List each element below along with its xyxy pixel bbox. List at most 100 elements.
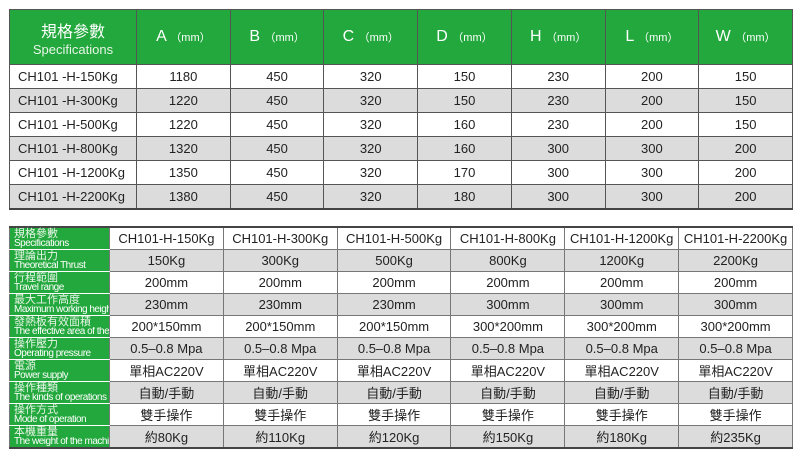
row-label-en: The kinds of operations <box>14 392 107 403</box>
row-label-zh: 電源 <box>14 359 36 372</box>
value-cell: 150 <box>417 88 512 113</box>
value-cell: 0.5–0.8 Mpa <box>564 337 680 360</box>
column-letter: C <box>342 28 355 45</box>
row-label-en: Mode of operation <box>14 414 87 425</box>
row-label: 操作方式 Mode of operation <box>9 403 110 426</box>
table-row: 本機重量 The weight of the machine 約80Kg 約110Kg… <box>9 425 793 449</box>
value-cell: 170 <box>417 160 512 185</box>
unit-label: （mm） <box>546 32 587 44</box>
value-cell: 300mm <box>564 293 680 316</box>
model-cell: CH101 -H-1200Kg <box>9 160 137 185</box>
row-label-zh: 理論出力 <box>14 249 58 262</box>
row-label-en: Power supply <box>14 370 69 381</box>
unit-label: （mm） <box>264 32 305 44</box>
row-label: 本機重量 The weight of the machine <box>9 425 110 449</box>
value-cell: 200mm <box>109 271 224 294</box>
row-label: 操作種類 The kinds of operations <box>9 381 110 404</box>
value-cell: 自動/手動 <box>222 381 338 404</box>
model-cell: CH101 -H-300Kg <box>9 88 137 113</box>
row-label-zh: 操作壓力 <box>14 337 58 350</box>
column-header-a: A （mm） <box>136 9 231 65</box>
value-cell: 200 <box>604 64 700 89</box>
model-cell: CH101 -H-150Kg <box>9 64 137 89</box>
value-cell: 0.5–0.8 Mpa <box>678 337 793 360</box>
value-cell: 230mm <box>222 293 338 316</box>
row-label: 電源 Power supply <box>9 359 110 382</box>
value-cell: 230mm <box>336 293 452 316</box>
value-cell: 雙手操作 <box>222 403 338 426</box>
value-cell: 約235Kg <box>678 425 793 449</box>
value-cell: 200*150mm <box>336 315 452 338</box>
row-label-en: The weight of the machine <box>14 436 109 447</box>
row-label: 行程範圍 Travel range <box>9 271 110 294</box>
value-cell: 200mm <box>450 271 566 294</box>
dimensions-table: 規格參數 Specifications A （mm） B （mm） C （mm） D （… <box>9 9 793 210</box>
value-cell: CH101-H-2200Kg <box>678 226 793 250</box>
value-cell: 自動/手動 <box>450 381 566 404</box>
row-label-zh: 操作方式 <box>14 403 58 416</box>
value-cell: 自動/手動 <box>109 381 224 404</box>
column-letter: H <box>529 28 542 45</box>
value-cell: CH101-H-300Kg <box>222 226 338 250</box>
value-cell: 約120Kg <box>336 425 452 449</box>
value-cell: CH101-H-1200Kg <box>564 226 680 250</box>
value-cell: 1220 <box>136 112 231 137</box>
spec-header-cell: 規格參數 Specifications <box>9 9 137 65</box>
table-row: 操作壓力 Operating pressure 0.5–0.8 Mpa 0.5–0.8… <box>9 337 793 360</box>
value-cell: 雙手操作 <box>678 403 793 426</box>
table-row: CH101 -H-1200Kg 1350 450 320 170 300 300 200 <box>9 160 793 185</box>
unit-label: （mm） <box>638 32 679 44</box>
table-row: 行程範圍 Travel range 200mm 200mm 200mm 200mm 200m… <box>9 271 793 294</box>
value-cell: CH101-H-500Kg <box>336 226 452 250</box>
value-cell: 300*200mm <box>450 315 566 338</box>
value-cell: 單相AC220V <box>109 359 224 382</box>
value-cell: 450 <box>229 184 325 210</box>
value-cell: 300 <box>510 160 606 185</box>
value-cell: 160 <box>417 112 512 137</box>
row-label-zh: 最大工作高度 <box>14 293 80 306</box>
specifications-table: 規格參數 Specifications CH101-H-150Kg CH101-H-3… <box>9 226 793 449</box>
row-label-en: Operating pressure <box>14 348 91 359</box>
row-label-zh: 操作種類 <box>14 381 58 394</box>
column-letter: A <box>156 28 166 45</box>
value-cell: 單相AC220V <box>678 359 793 382</box>
value-cell: 230 <box>510 88 606 113</box>
value-cell: 450 <box>229 88 325 113</box>
table-row: CH101 -H-2200Kg 1380 450 320 180 300 300 200 <box>9 184 793 210</box>
value-cell: 雙手操作 <box>450 403 566 426</box>
value-cell: 雙手操作 <box>336 403 452 426</box>
value-cell: 200mm <box>336 271 452 294</box>
table-row: 電源 Power supply 單相AC220V 單相AC220V 單相AC220V 單相… <box>9 359 793 382</box>
value-cell: 自動/手動 <box>564 381 680 404</box>
value-cell: 320 <box>323 112 419 137</box>
value-cell: 320 <box>323 160 419 185</box>
value-cell: 180 <box>417 184 512 210</box>
value-cell: 150 <box>698 64 793 89</box>
value-cell: 1220 <box>136 88 231 113</box>
value-cell: 450 <box>229 160 325 185</box>
value-cell: 約80Kg <box>109 425 224 449</box>
value-cell: 1200Kg <box>564 249 680 272</box>
value-cell: 300 <box>604 184 700 210</box>
spec-header-zh: 規格參數 <box>40 23 105 41</box>
value-cell: 320 <box>323 88 419 113</box>
value-cell: 300 <box>604 136 700 161</box>
value-cell: 230 <box>510 64 606 89</box>
value-cell: 230 <box>510 112 606 137</box>
value-cell: 300*200mm <box>678 315 793 338</box>
value-cell: 0.5–0.8 Mpa <box>109 337 224 360</box>
column-header-l: L （mm） <box>604 9 700 65</box>
table-row: CH101 -H-500Kg 1220 450 320 160 230 200 150 <box>9 112 793 137</box>
value-cell: 1380 <box>136 184 231 210</box>
row-label-en: Theoretical Thrust <box>14 260 86 271</box>
value-cell: 1180 <box>136 64 231 89</box>
model-cell: CH101 -H-500Kg <box>9 112 137 137</box>
value-cell: 自動/手動 <box>336 381 452 404</box>
value-cell: 約150Kg <box>450 425 566 449</box>
table-row: 最大工作高度 Maximum working height 230mm 230mm 23… <box>9 293 793 316</box>
value-cell: 200mm <box>564 271 680 294</box>
value-cell: 0.5–0.8 Mpa <box>336 337 452 360</box>
value-cell: 150 <box>698 112 793 137</box>
